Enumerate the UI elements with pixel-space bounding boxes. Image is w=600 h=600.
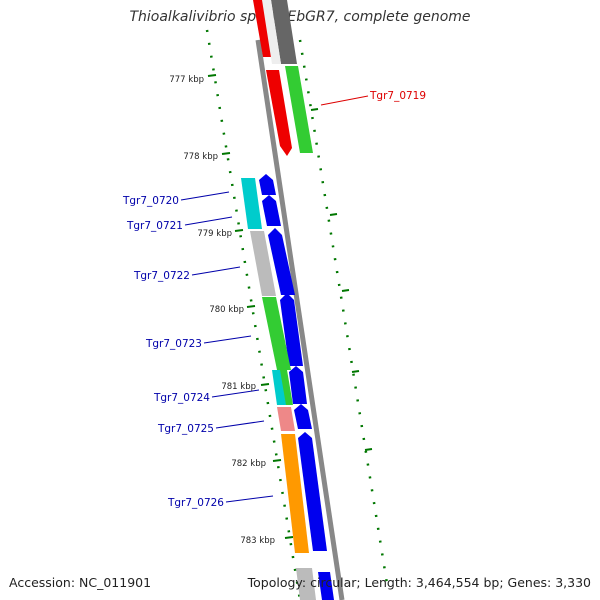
tick-mark — [284, 536, 294, 539]
gene-label-tgr7-0721[interactable]: Tgr7_0721 — [126, 220, 183, 232]
gene-arrow-tgr7-0723[interactable] — [280, 293, 303, 366]
cog-block-tgr7-0724b — [280, 370, 293, 405]
leader-tgr7-0723 — [203, 335, 252, 344]
leader-tgr7-0720 — [180, 191, 230, 201]
tick-mark — [221, 152, 231, 155]
tick-labels: 777 kbp 778 kbp 779 kbp 780 kbp 781 kbp … — [169, 75, 275, 546]
gc-guide-left — [205, 29, 302, 600]
gene-label-tgr7-0723[interactable]: Tgr7_0723 — [145, 338, 202, 350]
gene-arrow-tgr7-0726[interactable] — [298, 432, 327, 551]
leader-tgr7-0721 — [184, 216, 233, 226]
tick-mark — [234, 229, 244, 232]
tick-label: 779 kbp — [197, 229, 232, 239]
cog-dark-block — [271, 0, 297, 64]
cog-gray-block-bottom — [296, 568, 316, 600]
leader-tgr7-0722 — [191, 266, 241, 276]
cog-block-tgr7-0720 — [241, 178, 262, 229]
tick-mark — [246, 305, 256, 308]
tick-mark — [364, 448, 373, 451]
gene-label-tgr7-0725[interactable]: Tgr7_0725 — [157, 423, 214, 435]
tick-marks — [207, 74, 294, 539]
tick-label: 780 kbp — [209, 305, 244, 315]
gene-label-tgr7-0724[interactable]: Tgr7_0724 — [153, 392, 210, 404]
leader-tgr7-0719 — [320, 95, 369, 106]
gene-label-tgr7-0720[interactable]: Tgr7_0720 — [122, 195, 179, 207]
leader-tgr7-0724 — [211, 389, 260, 398]
cog-block-tgr7-0719 — [285, 66, 313, 153]
gene-arrow-tgr7-0721[interactable] — [262, 195, 281, 226]
tick-mark — [351, 370, 360, 373]
tick-mark — [310, 108, 319, 111]
cog-white-top — [262, 0, 281, 64]
tick-mark — [207, 74, 217, 77]
cog-block-tgr7-0723 — [262, 297, 291, 370]
gene-arrow-tgr7-0724[interactable] — [289, 366, 307, 404]
tick-marks-right — [310, 108, 373, 451]
gc-guide-right — [298, 39, 390, 591]
gene-labels: Tgr7_0719 Tgr7_0720 Tgr7_0721 Tgr7_0722 … — [122, 90, 426, 509]
tick-label: 778 kbp — [183, 152, 218, 162]
cog-block-tgr7-0726 — [281, 434, 309, 553]
gene-label-tgr7-0719[interactable]: Tgr7_0719 — [369, 90, 426, 102]
gene-arrow-tgr7-0719[interactable] — [266, 70, 292, 156]
tick-mark — [341, 289, 350, 292]
tick-mark — [272, 459, 282, 462]
tick-label: 781 kbp — [221, 382, 256, 392]
leader-tgr7-0726 — [225, 495, 274, 503]
leader-tgr7-0725 — [215, 420, 265, 429]
genome-backbone — [255, 39, 345, 600]
tick-label: 783 kbp — [240, 536, 275, 546]
topology-summary: Topology: circular; Length: 3,464,554 bp… — [247, 575, 591, 590]
cog-block-tgr7-0722 — [250, 231, 276, 296]
gene-arrow-tgr7-0722[interactable] — [268, 228, 295, 295]
gene-arrow-bottom — [318, 572, 334, 600]
gene-arrow-tgr7-0720[interactable] — [259, 174, 276, 195]
tick-label: 777 kbp — [169, 75, 204, 85]
tick-mark — [329, 213, 338, 216]
cog-block-tgr7-0725 — [277, 407, 295, 431]
gene-label-tgr7-0722[interactable]: Tgr7_0722 — [133, 270, 190, 282]
map-title: Thioalkalivibrio sp. HL-EbGR7, complete … — [129, 9, 471, 25]
gene-label-tgr7-0726[interactable]: Tgr7_0726 — [167, 497, 224, 509]
tick-mark — [260, 383, 270, 386]
accession-label: Accession: NC_011901 — [9, 575, 152, 590]
tick-label: 782 kbp — [231, 459, 266, 469]
gene-arrow-tgr7-0725[interactable] — [294, 404, 312, 429]
label-leaders — [180, 95, 369, 503]
